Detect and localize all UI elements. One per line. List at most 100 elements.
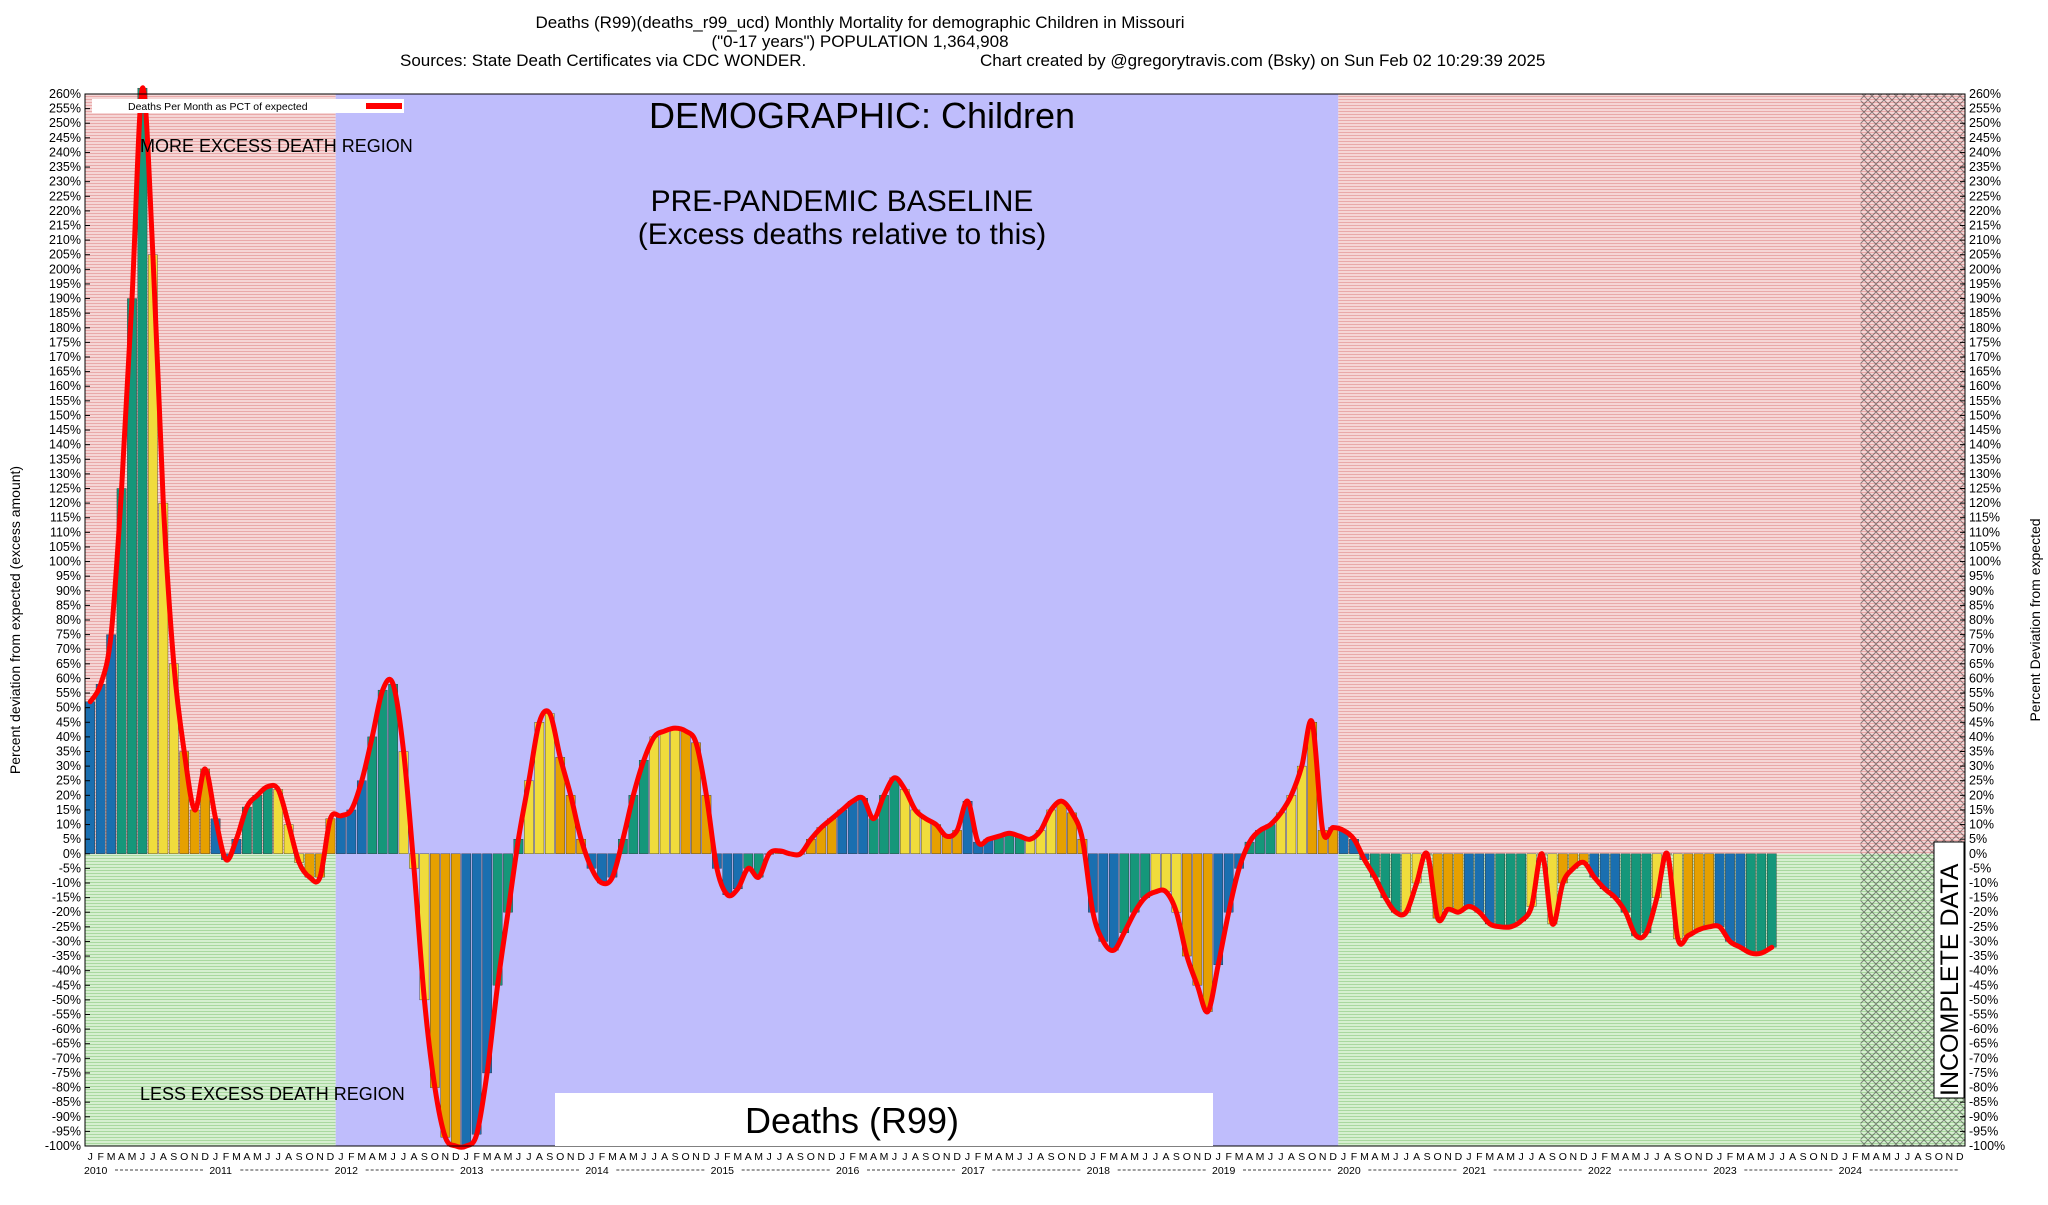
x-tick-month: O bbox=[681, 1151, 689, 1163]
x-tick-month: J bbox=[1644, 1151, 1649, 1163]
x-tick-month: D bbox=[703, 1151, 711, 1163]
bar bbox=[471, 853, 482, 1135]
x-tick-month: A bbox=[1121, 1151, 1128, 1163]
x-tick-year: 2023 bbox=[1713, 1165, 1737, 1177]
x-tick-month: J bbox=[1466, 1151, 1471, 1163]
legend-label: Deaths Per Month as PCT of expected bbox=[128, 101, 308, 113]
y-tick-label-left: 180% bbox=[49, 321, 81, 335]
y-tick-label-right: -95% bbox=[1969, 1124, 1998, 1138]
region-baseline bbox=[335, 94, 1339, 1146]
y-tick-label-right: 195% bbox=[1969, 277, 2001, 291]
x-tick-month: M bbox=[128, 1151, 137, 1163]
x-tick-month: D bbox=[201, 1151, 209, 1163]
x-tick-month: O bbox=[305, 1151, 313, 1163]
x-tick-month: J bbox=[401, 1151, 406, 1163]
x-tick-month: J bbox=[338, 1151, 343, 1163]
x-tick-month: D bbox=[953, 1151, 961, 1163]
y-tick-label-right: 120% bbox=[1969, 496, 2001, 510]
x-tick-month: O bbox=[1684, 1151, 1692, 1163]
x-tick-month: O bbox=[1559, 1151, 1567, 1163]
chart-sources: Sources: State Death Certificates via CD… bbox=[400, 51, 806, 70]
bar bbox=[450, 853, 461, 1147]
y-tick-label-right: -75% bbox=[1969, 1066, 1998, 1080]
region-less-excess bbox=[85, 853, 336, 1146]
less-excess-label: LESS EXCESS DEATH REGION bbox=[140, 1084, 405, 1104]
y-tick-label-left: 10% bbox=[56, 818, 81, 832]
x-tick-month: J bbox=[641, 1151, 646, 1163]
x-tick-month: M bbox=[253, 1151, 262, 1163]
x-tick-month: A bbox=[536, 1151, 543, 1163]
y-tick-label-right: 135% bbox=[1969, 452, 2001, 466]
y-tick-label-right: -35% bbox=[1969, 949, 1998, 963]
y-tick-label-left: 135% bbox=[49, 452, 81, 466]
x-tick-month: J bbox=[1529, 1151, 1534, 1163]
x-tick-month: A bbox=[1162, 1151, 1169, 1163]
x-tick-month: J bbox=[1717, 1151, 1722, 1163]
y-tick-label-right: -65% bbox=[1969, 1037, 1998, 1051]
x-tick-month: D bbox=[1831, 1151, 1839, 1163]
y-tick-label-left: 165% bbox=[49, 365, 81, 379]
y-tick-label-left: -95% bbox=[52, 1124, 81, 1138]
y-tick-label-left: 125% bbox=[49, 482, 81, 496]
x-tick-month: M bbox=[733, 1151, 742, 1163]
x-tick-month: J bbox=[1518, 1151, 1523, 1163]
x-tick-month: N bbox=[1068, 1151, 1076, 1163]
bar bbox=[1725, 853, 1735, 942]
x-tick-month: O bbox=[1308, 1151, 1316, 1163]
x-tick-month: A bbox=[410, 1151, 417, 1163]
x-tick-month: S bbox=[296, 1151, 303, 1163]
bar bbox=[1161, 853, 1171, 892]
y-tick-label-left: 55% bbox=[56, 686, 81, 700]
x-tick-month: N bbox=[1946, 1151, 1954, 1163]
bar bbox=[377, 689, 388, 854]
x-tick-year: 2018 bbox=[1087, 1165, 1111, 1177]
demographic-label: DEMOGRAPHIC: Children bbox=[649, 95, 1075, 136]
y-axis-ticks: -100% -100%-95% -95%-90% -90%-85% -85%-80% -8… bbox=[45, 87, 2005, 1153]
bar bbox=[920, 818, 931, 854]
x-tick-year: 2012 bbox=[335, 1165, 359, 1177]
y-tick-label-right: 70% bbox=[1969, 642, 1994, 656]
bar bbox=[440, 853, 451, 1138]
y-tick-label-right: 255% bbox=[1969, 102, 2001, 116]
y-tick-label-right: -10% bbox=[1969, 876, 1998, 890]
y-tick-label-left: -80% bbox=[52, 1081, 81, 1095]
x-tick-month: M bbox=[232, 1151, 241, 1163]
x-tick-month: M bbox=[357, 1151, 366, 1163]
x-tick-month: A bbox=[661, 1151, 668, 1163]
x-tick-month: J bbox=[1341, 1151, 1346, 1163]
x-tick-month: F bbox=[1351, 1151, 1357, 1163]
x-tick-month: J bbox=[1894, 1151, 1899, 1163]
y-tick-label-right: 230% bbox=[1969, 175, 2001, 189]
region-more-excess bbox=[1338, 94, 1861, 854]
baseline-sublabel: (Excess deaths relative to this) bbox=[638, 218, 1047, 251]
x-tick-month: F bbox=[849, 1151, 855, 1163]
bar bbox=[1474, 853, 1485, 913]
y-tick-label-left: 50% bbox=[56, 701, 81, 715]
x-tick-month: N bbox=[943, 1151, 951, 1163]
bar bbox=[189, 809, 200, 854]
more-excess-label: MORE EXCESS DEATH REGION bbox=[140, 136, 413, 156]
x-tick-month: A bbox=[745, 1151, 752, 1163]
x-tick-month: N bbox=[191, 1151, 199, 1163]
y-tick-label-left: 120% bbox=[49, 496, 81, 510]
x-tick-year: 2019 bbox=[1212, 1165, 1236, 1177]
x-tick-year: 2024 bbox=[1839, 1165, 1863, 1177]
bar bbox=[1746, 853, 1756, 954]
y-tick-label-left: 30% bbox=[56, 759, 81, 773]
y-tick-label-left: -75% bbox=[52, 1066, 81, 1080]
y-tick-label-right: 190% bbox=[1969, 292, 2001, 306]
y-tick-label-right: 155% bbox=[1969, 394, 2001, 408]
y-tick-label-left: 190% bbox=[49, 292, 81, 306]
y-axis-label-right: Percent Deviation from expected bbox=[2027, 518, 2043, 721]
y-tick-label-right: 80% bbox=[1969, 613, 1994, 627]
x-tick-month: A bbox=[285, 1151, 292, 1163]
x-tick-month: A bbox=[1914, 1151, 1921, 1163]
bars bbox=[85, 87, 1777, 1147]
x-tick-month: O bbox=[1935, 1151, 1943, 1163]
x-tick-month: M bbox=[1109, 1151, 1118, 1163]
x-tick-month: A bbox=[494, 1151, 501, 1163]
y-tick-label-right: 235% bbox=[1969, 160, 2001, 174]
cause-label: Deaths (R99) bbox=[745, 1100, 959, 1141]
y-tick-label-right: -45% bbox=[1969, 978, 1998, 992]
